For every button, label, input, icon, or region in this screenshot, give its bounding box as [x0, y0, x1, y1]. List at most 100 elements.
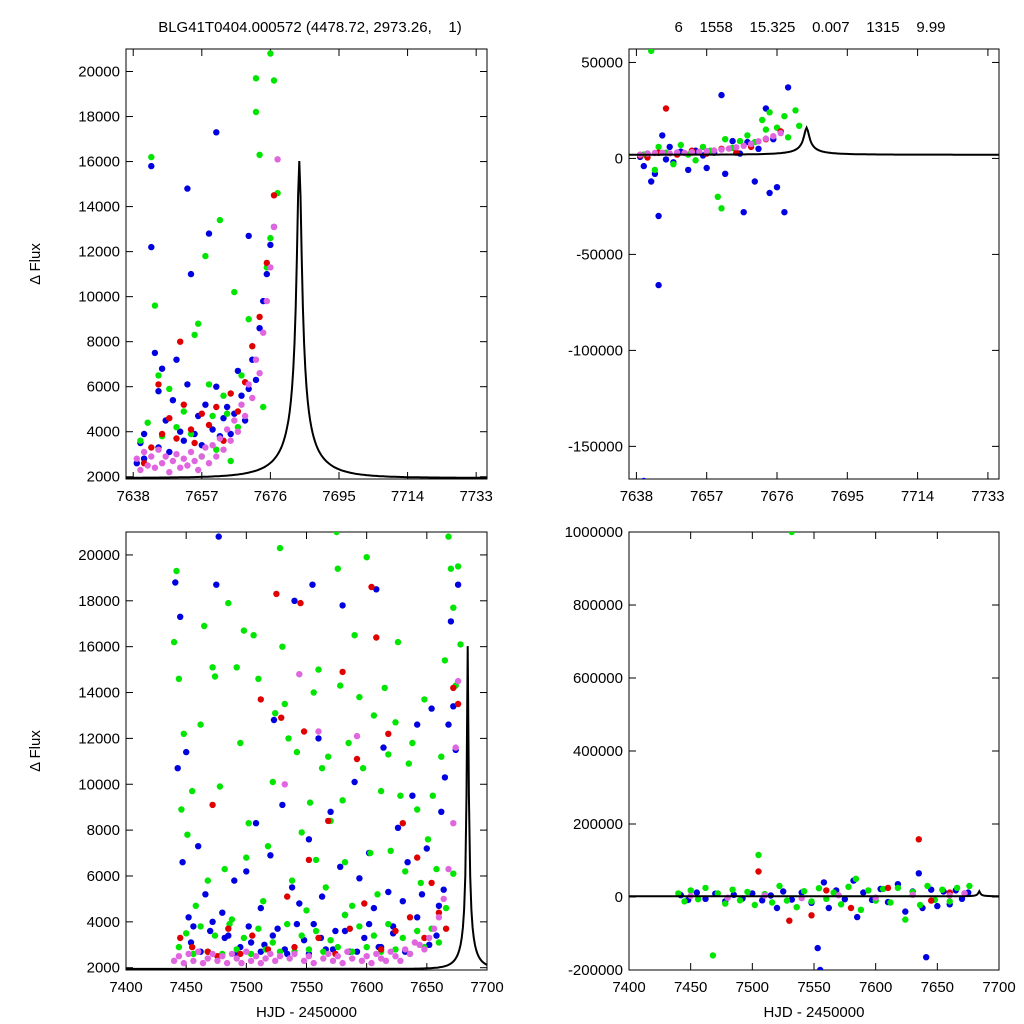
data-point — [361, 934, 368, 942]
data-point — [279, 643, 286, 650]
data-point — [381, 684, 388, 692]
data-point — [173, 567, 180, 575]
data-point — [298, 932, 305, 939]
data-point — [262, 955, 269, 962]
data-point — [255, 675, 262, 682]
data-point — [865, 887, 872, 894]
data-point — [256, 313, 263, 321]
x-tick-label: 7714 — [901, 488, 934, 505]
data-point — [344, 948, 351, 955]
data-point — [256, 370, 263, 377]
data-point — [641, 477, 647, 479]
data-point — [702, 884, 709, 892]
data-point — [148, 453, 155, 460]
data-point — [269, 939, 276, 946]
data-point — [213, 383, 220, 390]
data-point — [784, 84, 792, 91]
data-point — [440, 895, 447, 903]
data-point — [228, 950, 236, 958]
data-point — [166, 469, 173, 476]
data-point — [195, 466, 202, 474]
data-point — [397, 957, 404, 964]
data-point — [438, 753, 445, 760]
data-point — [817, 966, 824, 970]
data-point — [310, 959, 317, 967]
data-point — [269, 932, 276, 939]
data-point — [245, 381, 252, 388]
data-point — [231, 877, 238, 884]
data-point — [231, 417, 238, 424]
data-point — [278, 714, 285, 721]
data-point — [406, 950, 414, 958]
data-point — [177, 934, 184, 942]
data-point — [744, 888, 751, 896]
y-tick-label: 6000 — [87, 379, 120, 396]
data-point — [227, 437, 234, 444]
data-point — [273, 590, 280, 598]
data-point — [414, 854, 421, 861]
data-point — [433, 865, 440, 873]
data-point — [204, 948, 211, 955]
data-point — [204, 877, 211, 884]
data-point — [187, 426, 195, 433]
data-point — [703, 147, 710, 155]
data-point — [133, 460, 140, 467]
data-point — [703, 164, 710, 172]
data-point — [249, 343, 256, 350]
data-point — [426, 934, 433, 942]
data-point — [209, 801, 216, 809]
data-point — [361, 900, 368, 907]
data-point — [166, 448, 173, 456]
data-point — [238, 401, 245, 408]
data-point — [447, 618, 455, 625]
data-point — [279, 801, 286, 809]
data-point — [445, 533, 452, 540]
data-point — [718, 205, 725, 212]
data-point — [387, 847, 394, 854]
data-point — [392, 953, 399, 960]
data-point — [450, 703, 457, 710]
data-point — [180, 437, 187, 444]
data-point — [776, 882, 783, 890]
y-tick-label: 10000 — [78, 289, 120, 306]
data-point — [140, 430, 148, 438]
data-point — [902, 908, 909, 915]
data-point — [252, 75, 260, 82]
data-point — [185, 950, 192, 958]
data-point — [815, 885, 823, 892]
data-point — [245, 820, 252, 827]
x-tick-label: 7650 — [410, 979, 443, 996]
data-point — [148, 444, 155, 451]
data-point — [675, 890, 682, 897]
x-tick-label: 7714 — [391, 488, 424, 505]
y-tick-label: 8000 — [87, 334, 120, 351]
data-point — [190, 950, 197, 958]
data-point — [450, 604, 457, 611]
data-point — [184, 831, 191, 838]
data-point — [189, 787, 196, 795]
data-point — [315, 728, 322, 735]
data-point — [270, 716, 278, 724]
data-point — [341, 859, 349, 866]
data-point — [402, 868, 409, 875]
x-tick-label: 7500 — [230, 979, 263, 996]
data-point — [312, 927, 320, 935]
x-tick-label: 7638 — [117, 488, 150, 505]
data-point — [263, 270, 270, 278]
data-point — [190, 923, 197, 930]
data-point — [759, 116, 766, 124]
data-point — [144, 462, 151, 469]
data-point — [221, 865, 228, 873]
data-point — [184, 462, 191, 469]
data-point — [416, 941, 423, 948]
data-point — [755, 138, 762, 145]
data-point — [177, 613, 184, 620]
data-point — [257, 904, 264, 912]
y-tick-label: 18000 — [78, 109, 120, 126]
data-point — [270, 77, 278, 84]
data-point — [365, 920, 373, 928]
data-point — [435, 909, 443, 916]
data-point — [353, 755, 361, 763]
data-point — [322, 884, 329, 891]
data-point — [651, 166, 659, 174]
